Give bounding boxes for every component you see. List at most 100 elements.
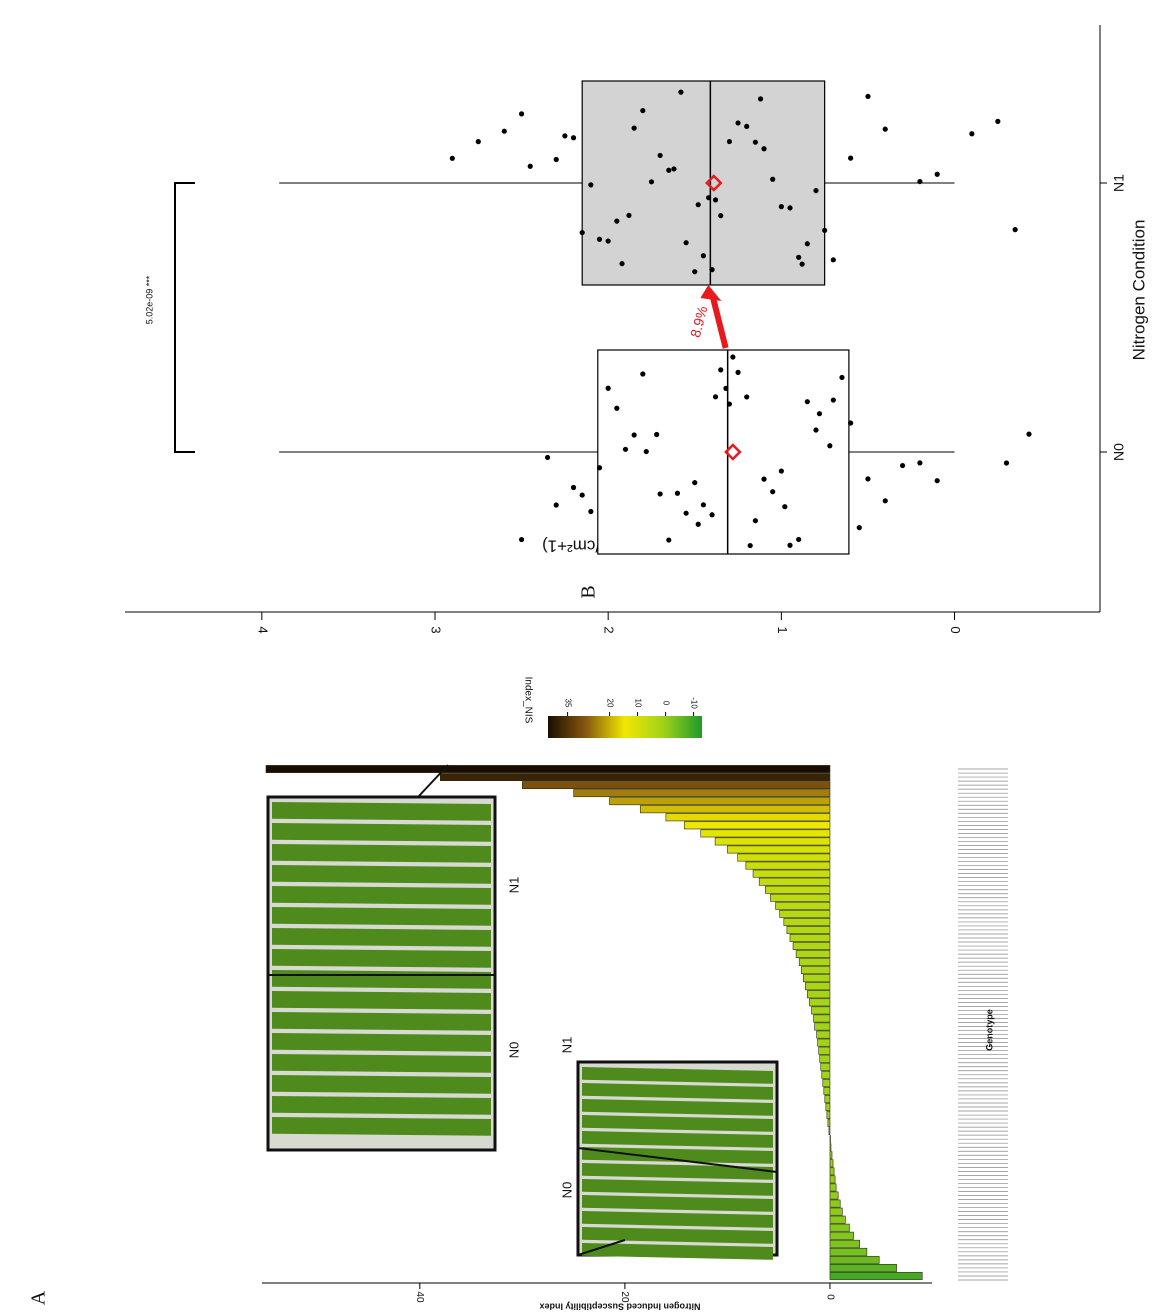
bar	[765, 885, 831, 894]
leaf	[582, 1067, 773, 1084]
bar	[700, 829, 831, 838]
bar	[745, 861, 831, 870]
bar	[829, 1231, 854, 1240]
leaf	[582, 1099, 773, 1116]
bar	[440, 773, 831, 781]
point	[596, 236, 603, 242]
point	[579, 492, 585, 498]
bar	[809, 998, 831, 1007]
point	[778, 204, 784, 210]
point	[787, 205, 793, 211]
point	[830, 257, 836, 263]
colorbar-tick-label: 0	[661, 701, 670, 706]
point	[579, 229, 585, 236]
point	[657, 152, 663, 159]
bar	[795, 950, 831, 959]
x-axis-title: Genotype	[984, 1009, 994, 1051]
bar	[829, 1183, 837, 1192]
leaf	[582, 1131, 773, 1148]
point	[723, 385, 729, 391]
leaf	[582, 1227, 773, 1244]
point	[643, 448, 649, 455]
panel-label: B	[578, 585, 600, 598]
point	[605, 385, 611, 391]
point	[726, 138, 732, 145]
point	[744, 123, 750, 130]
bar	[816, 1030, 831, 1039]
point	[995, 118, 1001, 124]
bar	[829, 1167, 835, 1176]
bar	[820, 1062, 831, 1071]
bar	[727, 845, 831, 854]
bar	[265, 765, 831, 773]
bar	[807, 990, 831, 999]
point	[1012, 227, 1018, 233]
point	[588, 508, 594, 515]
bar	[829, 1199, 841, 1208]
point	[856, 525, 862, 531]
point	[640, 107, 646, 114]
leaf	[582, 1211, 773, 1228]
leaf	[582, 1147, 773, 1164]
bar	[770, 893, 831, 902]
point	[761, 476, 767, 482]
point	[830, 397, 836, 403]
point	[622, 446, 629, 452]
point	[666, 537, 672, 543]
y-tick-label: 3	[429, 626, 444, 633]
change-arrow	[709, 294, 729, 349]
bar	[829, 1151, 833, 1160]
bar	[821, 1070, 831, 1079]
point	[744, 394, 750, 400]
bar	[758, 877, 831, 886]
leaf	[582, 1115, 773, 1132]
inset-divider	[577, 1147, 778, 1173]
point	[799, 261, 805, 267]
leaf	[582, 1179, 773, 1196]
point	[614, 405, 620, 411]
point	[605, 238, 611, 244]
point	[501, 128, 507, 134]
bar	[824, 1095, 831, 1103]
bar	[803, 974, 831, 983]
bar	[829, 1191, 839, 1200]
point	[718, 367, 724, 373]
point	[518, 111, 525, 117]
leaf	[272, 1075, 491, 1094]
point	[934, 171, 940, 177]
leaf	[272, 928, 491, 947]
colorbar-title: Index_NIS	[522, 677, 533, 724]
bar	[798, 958, 831, 967]
leaf	[272, 865, 491, 884]
bar	[822, 1078, 831, 1087]
point	[747, 542, 753, 549]
point	[735, 369, 741, 375]
point	[709, 267, 715, 273]
point	[666, 167, 672, 173]
point	[626, 212, 632, 218]
point	[804, 241, 810, 247]
x-tick-label: N1	[1111, 174, 1127, 192]
leaf	[272, 907, 491, 926]
point	[671, 166, 677, 172]
leaf	[272, 823, 491, 842]
point	[752, 518, 758, 524]
y-tick-label: 0	[948, 626, 963, 633]
change-label: 8.9%	[687, 304, 711, 339]
leaf	[582, 1195, 773, 1212]
point	[813, 427, 819, 433]
bar	[829, 1143, 832, 1152]
bar	[800, 966, 831, 975]
point	[865, 476, 871, 482]
bar	[829, 1272, 923, 1280]
point	[709, 512, 715, 518]
inset-label: N0	[506, 1042, 521, 1059]
leaf	[272, 991, 491, 1010]
point	[882, 498, 888, 504]
colorbar-tick-label: 20	[605, 699, 614, 708]
point	[718, 213, 724, 219]
bar	[775, 901, 831, 910]
inset-label: N1	[506, 877, 521, 894]
point	[1026, 431, 1032, 437]
point	[839, 374, 845, 381]
